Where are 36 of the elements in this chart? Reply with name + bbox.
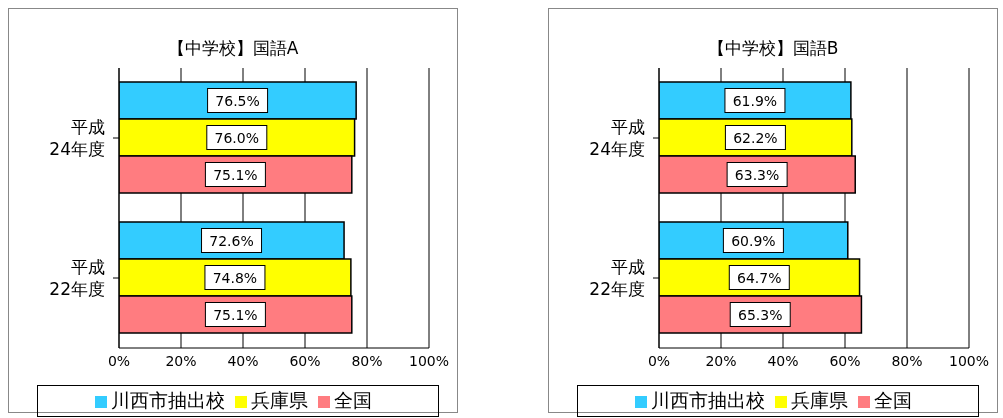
legend-label: 全国 [333,389,372,411]
x-tick-label: 40% [767,352,799,369]
y-tick-label: 平成 22年度 [589,257,645,299]
chart-title: 【中学校】国語B [706,37,840,60]
legend-label: 兵庫県 [250,389,308,411]
x-tick-label: 60% [829,352,861,369]
legend-label: 全国 [873,389,912,411]
data-label: 72.6% [209,232,254,249]
data-label: 75.1% [213,166,258,183]
data-label: 74.8% [212,269,258,286]
x-tick-label: 0% [647,352,671,369]
data-label: 64.7% [737,269,782,286]
x-tick-label: 100% [948,352,990,369]
y-tick-label: 平成 22年度 [49,257,105,299]
x-tick-label: 40% [227,352,259,369]
x-tick-label: 0% [107,352,131,369]
x-tick-label: 60% [289,352,321,369]
y-tick-label: 平成 24年度 [589,117,645,159]
y-tick-label: 平成 24年度 [49,117,105,159]
legend-label: 川西市抽出校 [110,389,225,411]
x-tick-label: 80% [351,352,383,369]
data-label: 76.0% [214,129,260,146]
x-tick-label: 100% [408,352,450,369]
data-label: 62.2% [733,129,778,146]
legend-label: 川西市抽出校 [650,389,765,411]
data-label: 60.9% [731,232,776,249]
x-tick-label: 20% [165,352,197,369]
data-label: 75.1% [213,306,258,323]
legend-label: 兵庫県 [790,389,848,411]
chart-title: 【中学校】国語A [166,37,300,60]
x-tick-label: 20% [705,352,737,369]
data-label: 63.3% [734,166,780,183]
data-label: 76.5% [215,92,260,109]
x-tick-label: 80% [891,352,923,369]
data-label: 65.3% [737,306,783,323]
data-label: 61.9% [732,92,778,109]
